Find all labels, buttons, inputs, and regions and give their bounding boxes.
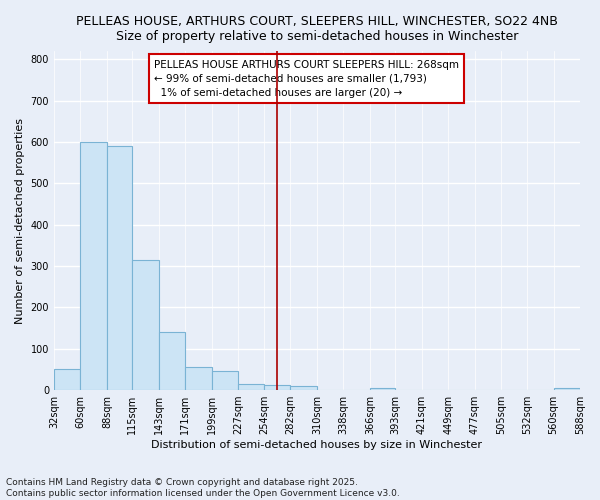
Bar xyxy=(185,368,212,390)
Bar xyxy=(290,386,317,390)
Text: PELLEAS HOUSE ARTHURS COURT SLEEPERS HILL: 268sqm
← 99% of semi-detached houses : PELLEAS HOUSE ARTHURS COURT SLEEPERS HIL… xyxy=(154,60,459,98)
Bar xyxy=(238,384,264,390)
Bar xyxy=(264,385,290,390)
Text: Contains HM Land Registry data © Crown copyright and database right 2025.
Contai: Contains HM Land Registry data © Crown c… xyxy=(6,478,400,498)
Y-axis label: Number of semi-detached properties: Number of semi-detached properties xyxy=(15,118,25,324)
Bar xyxy=(554,388,580,390)
Bar xyxy=(212,372,238,390)
Bar xyxy=(370,388,395,390)
Bar xyxy=(80,142,107,390)
X-axis label: Distribution of semi-detached houses by size in Winchester: Distribution of semi-detached houses by … xyxy=(151,440,482,450)
Bar xyxy=(159,332,185,390)
Title: PELLEAS HOUSE, ARTHURS COURT, SLEEPERS HILL, WINCHESTER, SO22 4NB
Size of proper: PELLEAS HOUSE, ARTHURS COURT, SLEEPERS H… xyxy=(76,15,558,43)
Bar xyxy=(133,260,159,390)
Bar xyxy=(54,370,80,390)
Bar xyxy=(107,146,133,390)
